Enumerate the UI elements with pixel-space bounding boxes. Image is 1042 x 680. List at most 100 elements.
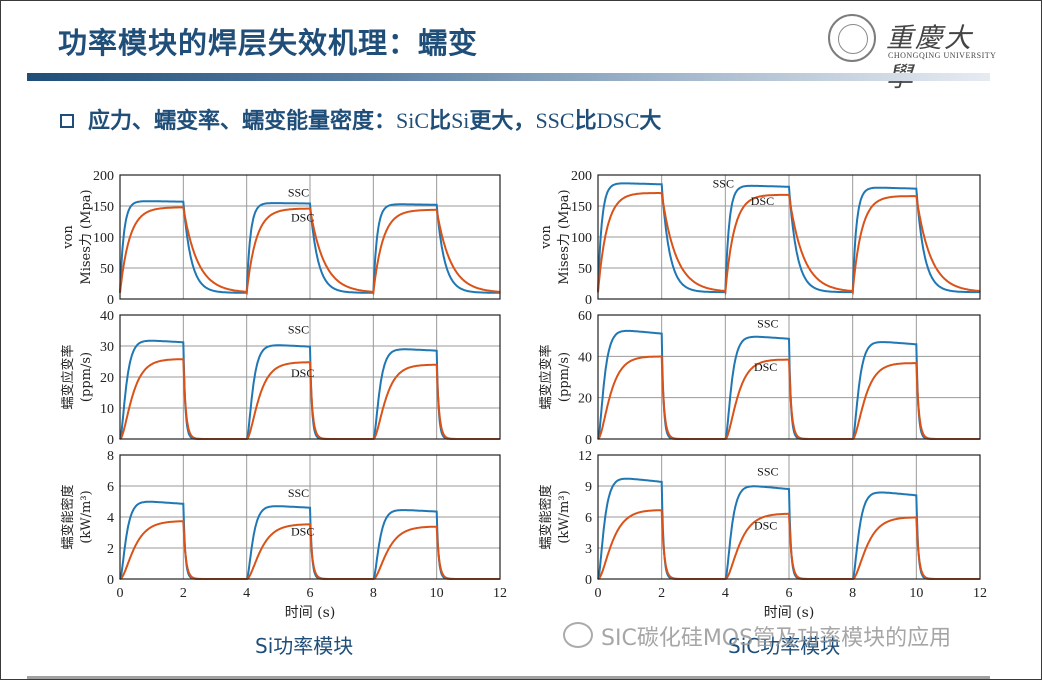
series-ssc-line <box>119 500 500 580</box>
caption-si-module: Si功率模块 <box>255 634 354 658</box>
series-annotation: SSC <box>757 465 778 479</box>
watermark: SIC碳化硅MOS管及功率模块的应用 <box>563 620 951 652</box>
y-tick-label: 0 <box>585 293 592 308</box>
plot-frame <box>119 454 501 580</box>
chart-SiC-creep-rate: 0 20 40 60 蠕变应变率 (ppm/s) SSC DSC <box>538 309 981 448</box>
slide-title: 功率模块的焊层失效机理：蠕变 <box>58 26 479 60</box>
y-axis-label: von Mises力 (Mpa) <box>61 189 94 284</box>
series-annotation: DSC <box>754 518 777 532</box>
x-tick-label: 2 <box>180 586 187 601</box>
subtitle-part: 大 <box>639 109 662 134</box>
subtitle-part: DSC <box>596 108 640 133</box>
y-tick-label: 0 <box>585 573 592 588</box>
y-tick-label: 10 <box>100 402 114 417</box>
bottom-divider <box>27 676 990 679</box>
series-dsc-line <box>119 358 500 440</box>
series-dsc-line <box>597 509 980 580</box>
series-dsc-line <box>119 520 500 580</box>
y-axis-label: 蠕变应变率 (ppm/s) <box>60 344 94 409</box>
plot-frame <box>597 454 981 580</box>
x-tick-label: 0 <box>117 586 124 601</box>
y-tick-label: 4 <box>107 511 114 526</box>
slide-subtitle: 应力、蠕变率、蠕变能量密度：SiC比Si更大，SSC比DSC大 <box>60 103 661 135</box>
series-annotation: DSC <box>291 366 314 380</box>
plot-frame <box>597 174 981 300</box>
title-gradient-bar <box>27 73 990 81</box>
y-tick-label: 40 <box>100 309 114 324</box>
y-tick-label: 150 <box>93 200 114 215</box>
wechat-icon <box>563 622 593 648</box>
logo-english-name: CHONGQING UNIVERSITY <box>888 51 997 60</box>
x-tick-label: 6 <box>307 586 314 601</box>
subtitle-part: 更大， <box>469 109 536 134</box>
x-tick-label: 6 <box>786 586 793 601</box>
y-tick-label: 100 <box>571 231 592 246</box>
x-tick-label: 2 <box>658 586 665 601</box>
chart-Si-stress: 0 50 100 150 200 von Mises力 (Mpa) SSC DSC <box>61 169 501 308</box>
series-annotation: DSC <box>291 211 314 225</box>
series-ssc-line <box>597 329 980 440</box>
x-tick-label: 0 <box>595 586 602 601</box>
series-annotation: SSC <box>757 316 778 330</box>
series-annotation: SSC <box>288 186 309 200</box>
series-annotation: SSC <box>288 486 309 500</box>
subtitle-part: SSC <box>535 108 575 133</box>
checkbox-bullet-icon <box>60 114 74 128</box>
chart-SiC-stress: 0 50 100 150 200 von Mises力 (Mpa) SSC DSC <box>539 169 981 308</box>
y-tick-label: 20 <box>578 392 592 407</box>
series-annotation: DSC <box>751 194 774 208</box>
subtitle-part: 比 <box>429 109 452 134</box>
plot-frame <box>597 314 981 440</box>
y-tick-label: 0 <box>107 293 114 308</box>
x-tick-label: 12 <box>493 586 507 601</box>
x-axis-label: 时间 (s) <box>285 605 336 621</box>
y-axis-label: 蠕变应变率 (ppm/s) <box>538 344 572 409</box>
y-tick-label: 40 <box>578 350 592 365</box>
y-axis-label: 蠕变能密度 (kW/m³) <box>538 484 572 549</box>
chart-Si-energy-density: 0 2 4 6 8 0 2 4 6 8 10 12 时间 (s) 蠕变能密度 (kW/m³) SSC DSC <box>60 449 507 621</box>
series-ssc-line <box>597 182 981 294</box>
y-tick-label: 0 <box>585 433 592 448</box>
y-axis-label: von Mises力 (Mpa) <box>539 189 572 284</box>
series-annotation: DSC <box>754 360 777 374</box>
x-tick-label: 8 <box>370 586 377 601</box>
y-axis-label: 蠕变能密度 (kW/m³) <box>60 484 94 549</box>
university-seal-icon <box>828 14 876 62</box>
y-tick-label: 150 <box>571 200 592 215</box>
series-annotation: SSC <box>288 323 309 337</box>
y-tick-label: 30 <box>100 340 114 355</box>
x-tick-label: 8 <box>849 586 856 601</box>
y-tick-label: 2 <box>107 542 114 557</box>
y-tick-label: 12 <box>578 449 592 464</box>
series-dsc-line <box>597 355 980 440</box>
caption-sic-module: SiC功率模块 <box>728 634 841 658</box>
series-ssc-line <box>119 200 500 294</box>
y-tick-label: 200 <box>93 169 114 184</box>
subtitle-part: 比 <box>574 109 597 134</box>
plot-frame <box>119 314 501 440</box>
watermark-text: SIC碳化硅MOS管及功率模块的应用 <box>601 626 952 651</box>
y-tick-label: 60 <box>578 309 592 324</box>
x-tick-label: 4 <box>243 586 250 601</box>
y-tick-label: 200 <box>571 169 592 184</box>
series-dsc-line <box>119 206 501 296</box>
y-tick-label: 6 <box>585 511 592 526</box>
subtitle-part: SiC <box>396 108 430 133</box>
subtitle-part: Si <box>451 108 470 133</box>
x-tick-label: 10 <box>430 586 444 601</box>
y-tick-label: 20 <box>100 371 114 386</box>
x-axis-label: 时间 (s) <box>764 605 815 621</box>
series-dsc-line <box>597 192 981 296</box>
y-tick-label: 50 <box>578 262 592 277</box>
chart-SiC-energy-density: 0 3 6 9 12 0 2 4 6 8 10 12 时间 (s) 蠕变能密度 (kW/m³) SSC DSC <box>538 449 987 621</box>
y-tick-label: 3 <box>585 542 592 557</box>
series-annotation: DSC <box>291 525 314 539</box>
chart-Si-creep-rate: 0 10 20 30 40 蠕变应变率 (ppm/s) SSC DSC <box>60 309 501 448</box>
series-annotation: SSC <box>713 176 734 190</box>
x-tick-label: 12 <box>973 586 987 601</box>
y-tick-label: 9 <box>585 480 592 495</box>
y-tick-label: 50 <box>100 262 114 277</box>
series-ssc-line <box>119 339 500 440</box>
series-ssc-line <box>597 477 980 580</box>
